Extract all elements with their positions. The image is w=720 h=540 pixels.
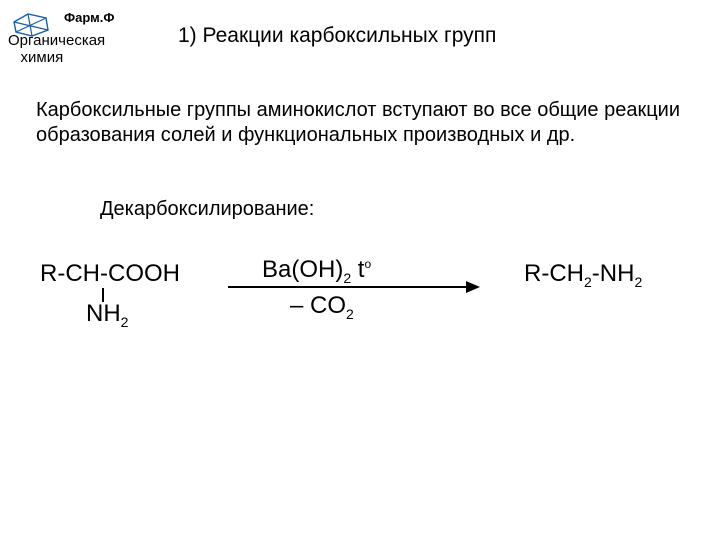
subject-line1: Органическая [8,32,105,49]
reagent-sub: 2 [343,270,351,286]
product-sub1: 2 [584,274,592,290]
reactant-nh-sub: 2 [121,314,129,330]
body-paragraph: Карбоксильные группы аминокислот вступаю… [36,98,690,148]
product-sub2: 2 [634,274,642,290]
reactant-top: R-CH-COOH [40,260,180,288]
reagent-baoh: Ba(OH) [262,256,343,283]
byproduct-co2-pre: – CO [290,292,346,319]
arrow-byproduct: – CO2 [290,292,354,322]
brand-label: Фарм.Ф [64,10,114,25]
product-pre: R-CH [524,260,584,287]
subheading: Декарбоксилирование: [100,198,314,221]
page-title: 1) Реакции карбоксильных групп [178,24,496,48]
reactant-bottom: NH2 [86,300,128,330]
reaction-arrow [228,286,468,288]
subject-line2: химия [21,49,64,66]
product-mid: -NH [592,260,635,287]
cond-t: t [351,256,364,283]
reaction-scheme: R-CH-COOH NH2 Ba(OH)2 to – CO2 R-CH2-NH2 [40,260,680,350]
byproduct-co2-sub: 2 [346,306,354,322]
arrow-reagent: Ba(OH)2 to [262,256,371,286]
product: R-CH2-NH2 [524,260,642,290]
reaction-arrow-head [466,281,480,293]
cond-sup: o [364,257,371,271]
subject-label: Органическая химия [8,32,105,67]
reactant-nh: NH [86,300,121,327]
